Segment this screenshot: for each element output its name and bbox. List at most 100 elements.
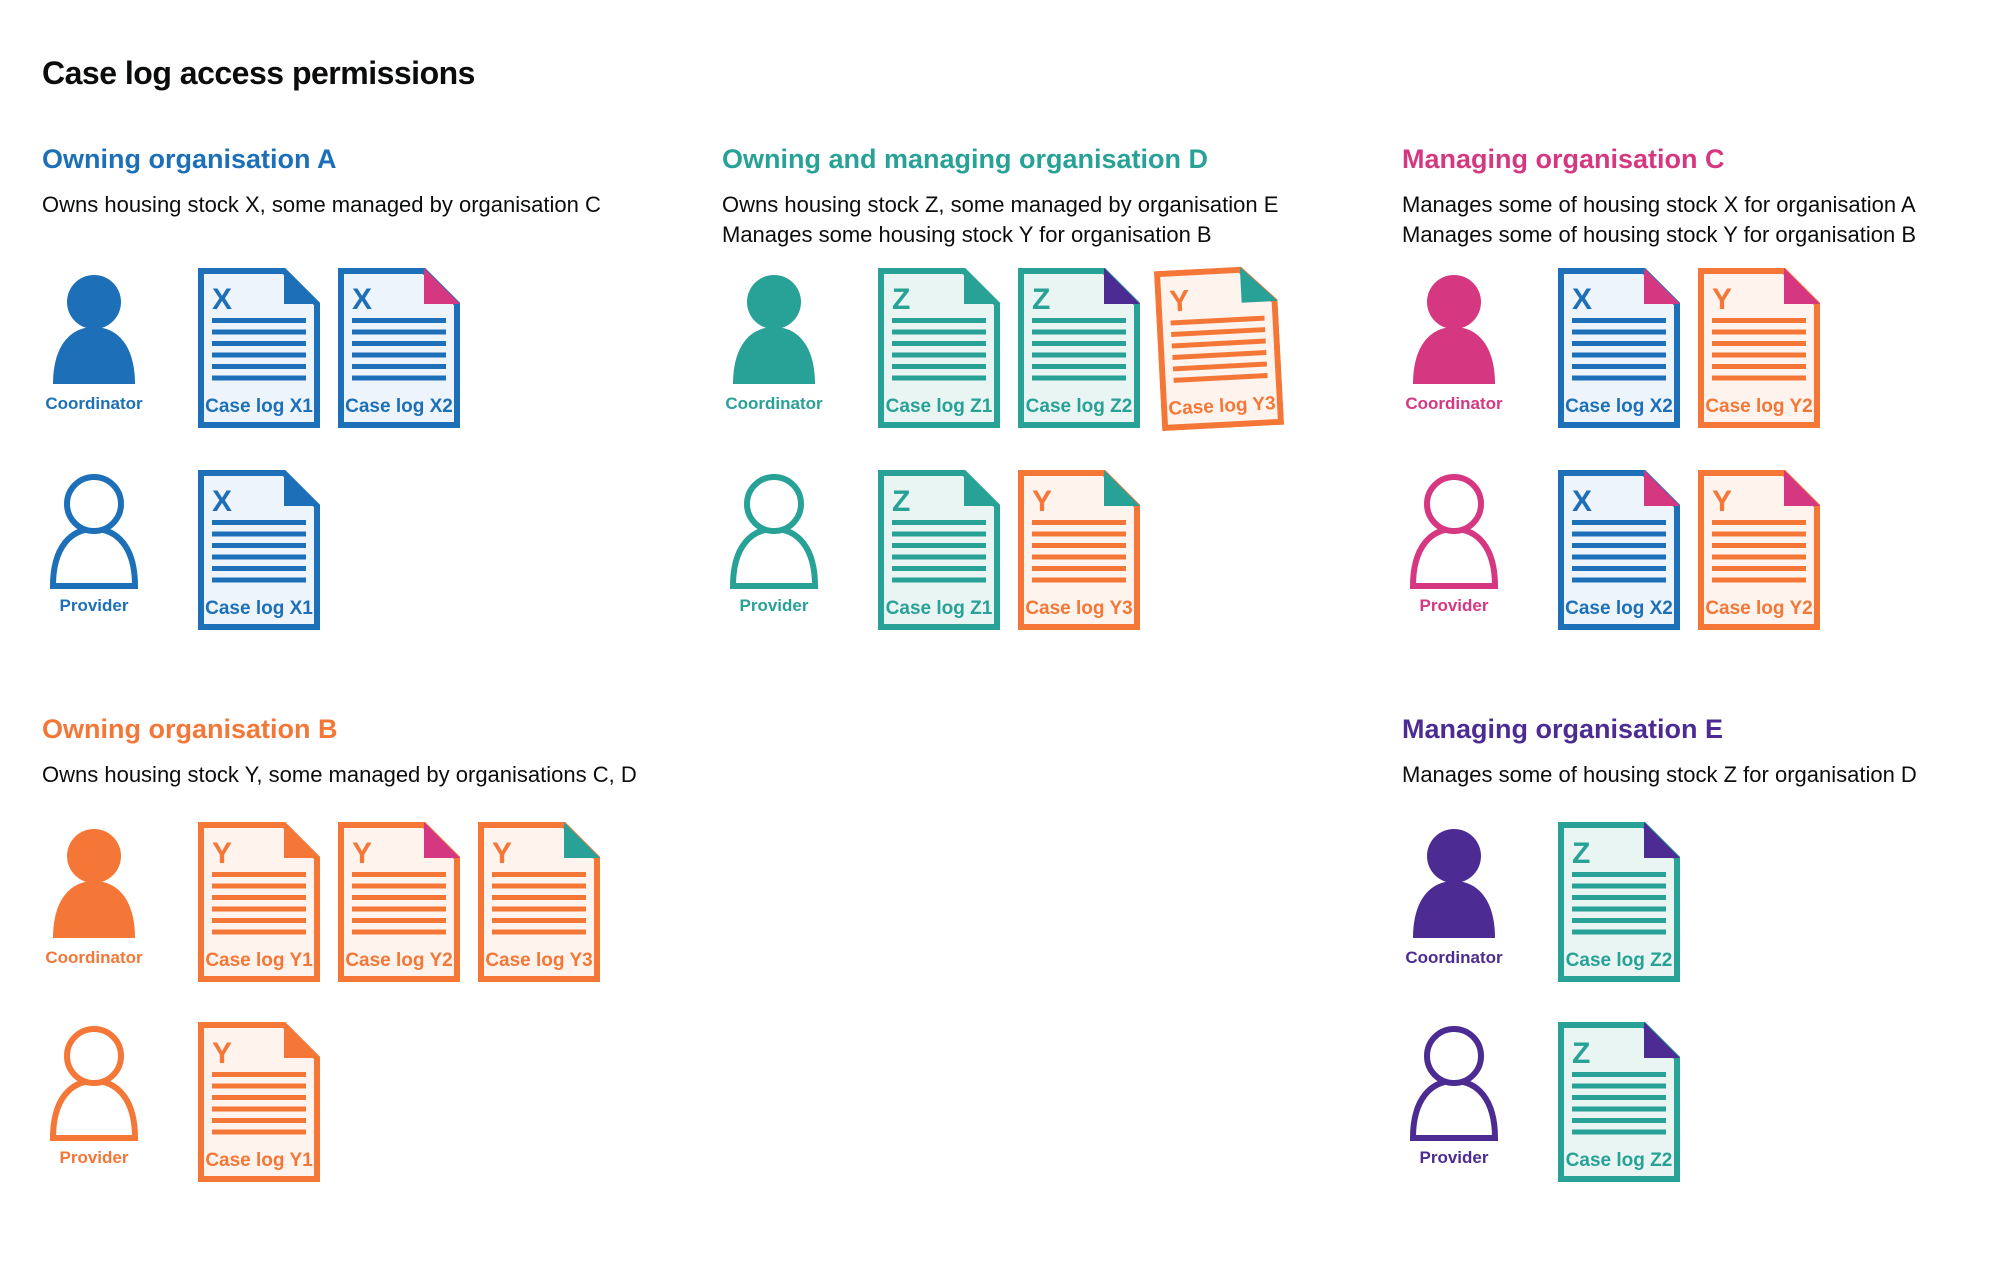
case-log-document-icon: Y Case log Y1 [198, 1022, 320, 1182]
role-label: Provider [1419, 596, 1489, 615]
case-log-label: Case log Y2 [1705, 598, 1812, 619]
role-label: Coordinator [725, 394, 823, 413]
document-fold [564, 822, 600, 858]
case-log-document-icon: Y Case log Y3 [1153, 265, 1285, 432]
org-description-line: Owns housing stock Y, some managed by or… [42, 762, 637, 787]
case-log-letter: X [352, 283, 372, 316]
document-fold [1104, 470, 1140, 506]
access-row-provider: Provider Z Case log Z2 [1402, 1022, 2000, 1192]
document-fold [1784, 470, 1820, 506]
case-log-label: Case log Y1 [205, 1150, 313, 1171]
provider-icon [48, 474, 140, 589]
org-description-line: Manages some of housing stock X for orga… [1402, 192, 1916, 217]
coordinator-icon [728, 272, 820, 387]
case-log-document-icon: X Case log X1 [198, 470, 320, 630]
case-log-document-icon: X Case log X1 [198, 268, 320, 428]
org-heading: Owning and managing organisation D [722, 144, 1209, 174]
case-log-document-icon: Z Case log Z2 [1558, 822, 1680, 982]
case-log-label: Case log Y3 [485, 950, 592, 971]
case-log-document-icon: X Case log X2 [1558, 470, 1680, 630]
access-row-coordinator: Coordinator Z Case log Z2 [1402, 822, 2000, 992]
case-log-letter: Z [1572, 1037, 1590, 1070]
access-row-coordinator: Coordinator X Case log X1 X Case log X2 [42, 268, 702, 438]
case-log-letter: X [212, 485, 232, 518]
document-fold [1644, 268, 1680, 304]
case-log-document-icon: Y Case log Y3 [478, 822, 600, 982]
document-fold [284, 822, 320, 858]
case-log-letter: Y [1712, 485, 1732, 518]
provider-icon [728, 474, 820, 589]
document-fold [1239, 266, 1278, 303]
case-log-document-icon: Z Case log Z2 [1558, 1022, 1680, 1182]
case-log-document-icon: X Case log X2 [1558, 268, 1680, 428]
case-log-label: Case log Y1 [205, 950, 313, 971]
case-log-document-icon: Y Case log Y2 [1698, 470, 1820, 630]
case-log-label: Case log Z1 [886, 598, 993, 619]
document-fold [284, 268, 320, 304]
case-log-letter: Y [212, 1037, 232, 1070]
document-fold [1784, 268, 1820, 304]
org-heading: Managing organisation C [1402, 144, 1725, 174]
role-label: Provider [59, 596, 129, 615]
coordinator-icon [1408, 826, 1500, 941]
coordinator-icon [48, 272, 140, 387]
org-description: Manages some of housing stock Z for orga… [1402, 760, 1917, 790]
coordinator-icon [1408, 272, 1500, 387]
org-heading: Owning organisation B [42, 714, 338, 744]
access-row-provider: Provider X Case log X2 Y Case log Y2 [1402, 470, 2000, 640]
case-log-label: Case log Y2 [1705, 396, 1812, 417]
page-title: Case log access permissions [42, 55, 475, 92]
case-log-letter: Y [352, 837, 372, 870]
case-log-label: Case log X2 [1565, 396, 1673, 417]
case-log-label: Case log Z2 [1566, 1150, 1673, 1171]
org-description-line: Manages some housing stock Y for organis… [722, 222, 1212, 247]
org-description: Manages some of housing stock X for orga… [1402, 190, 1916, 250]
document-fold [1644, 1022, 1680, 1058]
case-log-letter: X [1572, 283, 1592, 316]
case-log-label: Case log Y2 [345, 950, 452, 971]
case-log-letter: Y [1712, 283, 1732, 316]
case-log-label: Case log Y3 [1025, 598, 1132, 619]
org-description-line: Manages some of housing stock Z for orga… [1402, 762, 1917, 787]
case-log-letter: Z [1572, 837, 1590, 870]
case-log-document-icon: Y Case log Y2 [1698, 268, 1820, 428]
org-description-line: Owns housing stock X, some managed by or… [42, 192, 601, 217]
document-fold [424, 268, 460, 304]
coordinator-icon [48, 826, 140, 941]
org-description: Owns housing stock Z, some managed by or… [722, 190, 1278, 250]
document-fold [1104, 268, 1140, 304]
document-fold [1644, 822, 1680, 858]
case-log-letter: X [212, 283, 232, 316]
role-label: Coordinator [1405, 948, 1503, 967]
case-log-document-icon: Y Case log Y3 [1018, 470, 1140, 630]
case-log-document-icon: Z Case log Z1 [878, 268, 1000, 428]
role-label: Provider [59, 1148, 129, 1167]
org-description-line: Manages some of housing stock Y for orga… [1402, 222, 1917, 247]
document-fold [964, 470, 1000, 506]
case-log-document-icon: Y Case log Y2 [338, 822, 460, 982]
role-label: Coordinator [45, 394, 143, 413]
provider-icon [48, 1026, 140, 1141]
org-description: Owns housing stock X, some managed by or… [42, 190, 601, 220]
case-log-document-icon: Z Case log Z1 [878, 470, 1000, 630]
case-log-letter: Z [892, 283, 910, 316]
case-log-label: Case log X2 [345, 396, 453, 417]
case-log-label: Case log X1 [205, 598, 313, 619]
case-log-letter: Z [1032, 283, 1050, 316]
document-fold [284, 1022, 320, 1058]
access-row-provider: Provider Y Case log Y1 [42, 1022, 702, 1192]
org-description: Owns housing stock Y, some managed by or… [42, 760, 637, 790]
access-row-coordinator: Coordinator Y Case log Y1 Y Case log Y2 Y Case… [42, 822, 702, 992]
role-label: Coordinator [1405, 394, 1503, 413]
case-log-label: Case log Z1 [886, 396, 993, 417]
case-log-document-icon: Z Case log Z2 [1018, 268, 1140, 428]
case-log-letter: Y [492, 837, 512, 870]
case-log-label: Case log Z2 [1026, 396, 1133, 417]
access-row-provider: Provider Z Case log Z1 Y Case log Y3 [722, 470, 1382, 640]
document-fold [1644, 470, 1680, 506]
document-fold [284, 470, 320, 506]
case-log-letter: Y [212, 837, 232, 870]
access-row-coordinator: Coordinator X Case log X2 Y Case log Y2 [1402, 268, 2000, 438]
case-log-label: Case log X2 [1565, 598, 1673, 619]
document-fold [964, 268, 1000, 304]
